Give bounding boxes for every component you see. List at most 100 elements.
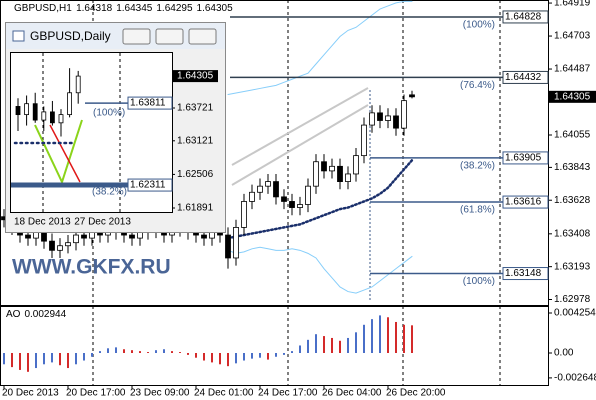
candle-body <box>401 100 407 129</box>
ao-bar <box>123 349 125 354</box>
ao-bar <box>219 353 221 365</box>
candle-body <box>329 165 335 172</box>
level-box <box>502 151 549 165</box>
inset-window: GBPUSD,Daily 1.63721 1.63121 1.62506 1.61891… <box>5 22 226 233</box>
ao-bar <box>147 352 149 354</box>
window-button[interactable] <box>188 28 217 45</box>
channel-line <box>231 87 369 166</box>
ao-bar <box>331 337 333 354</box>
ao-bar <box>179 352 181 354</box>
ao-bar <box>395 321 397 354</box>
ao-bar <box>51 353 53 363</box>
candle-body <box>58 114 64 124</box>
x-tick-label: 26 Dec 20:00 <box>386 388 446 399</box>
y-tick-label: 1.63121 <box>177 135 214 146</box>
level-box <box>127 96 173 110</box>
ao-bar <box>107 348 109 354</box>
level-text: (76.4%) <box>460 80 495 91</box>
candle-body <box>67 92 72 116</box>
y-tick-label: 0.00 <box>554 348 574 359</box>
level-price: 1.63811 <box>130 98 166 109</box>
ao-bar <box>67 353 69 369</box>
ao-bar <box>355 332 357 354</box>
level-box <box>502 10 549 24</box>
x-tick-label: 26 Dec 04:00 <box>322 388 382 399</box>
candle-body <box>305 185 311 205</box>
window-button[interactable] <box>122 28 151 45</box>
ao-bar <box>155 350 157 354</box>
x-tick-label: 20 Dec 2013 <box>2 388 59 399</box>
ao-bar <box>35 353 37 369</box>
level-text: (38.2%) <box>460 161 495 172</box>
candle-body <box>65 242 71 247</box>
ao-bar <box>115 347 117 354</box>
level-price: 1.64432 <box>505 72 542 83</box>
ao-bar <box>139 351 141 354</box>
indicator-line <box>227 0 413 96</box>
ao-bar <box>363 324 365 354</box>
y-tick-label: 1.64487 <box>554 64 591 75</box>
ao-bar <box>171 351 173 354</box>
y-tick-label: 1.64919 <box>554 0 591 9</box>
window-icon <box>12 30 25 42</box>
ao-bar <box>347 337 349 354</box>
candle-body <box>273 181 279 198</box>
ao-bar <box>283 353 285 355</box>
ao-bar <box>59 353 61 366</box>
level-price: 1.63616 <box>505 197 542 208</box>
ao-bar <box>75 353 77 365</box>
price-box <box>549 90 596 103</box>
candle-body <box>201 234 207 239</box>
level-price: 1.63148 <box>505 268 542 279</box>
candle-body <box>32 103 38 121</box>
ao-bar <box>11 353 13 368</box>
candle-body <box>265 181 271 187</box>
ao-bar <box>99 351 101 354</box>
ao-bar <box>27 353 29 372</box>
ao-bar <box>211 353 213 363</box>
ao-value: 0.002944 <box>24 309 66 320</box>
candle-body <box>281 196 287 202</box>
y-tick-label: 1.62506 <box>177 169 214 180</box>
ao-bar <box>259 353 261 358</box>
y-tick-label: 1.64703 <box>554 31 591 42</box>
candle-body <box>297 204 303 208</box>
ao-bar <box>19 353 21 370</box>
candle-body <box>377 112 383 121</box>
header: GBPUSD,H1 1.64318 1.64345 1.64295 1.64305 <box>14 3 233 14</box>
price-box <box>173 70 218 83</box>
y-tick-label: 0.004254 <box>554 308 596 319</box>
window-button[interactable] <box>155 28 184 45</box>
level-price: 1.62311 <box>130 180 166 191</box>
candle-body <box>81 234 87 239</box>
candle-body <box>345 173 351 182</box>
candle-body <box>25 234 31 239</box>
ao-bar <box>131 350 133 354</box>
candle-body <box>129 234 135 239</box>
ao-bar <box>267 353 269 360</box>
level-text: (100%) <box>463 20 495 31</box>
candle-body <box>369 112 375 126</box>
ao-bar <box>307 339 309 354</box>
ao-bar <box>315 334 317 354</box>
candle-body <box>57 245 63 251</box>
indicator-line <box>226 158 414 240</box>
candle-body <box>24 103 30 116</box>
y-tick-label: -0.002648 <box>554 373 596 384</box>
level-text: (100%) <box>93 108 125 119</box>
ao-bar <box>323 336 325 354</box>
y-tick-label: 1.63721 <box>177 103 214 114</box>
candle-body <box>41 231 47 242</box>
candle-body <box>75 75 81 94</box>
ohlc-low: 1.64295 <box>156 3 193 14</box>
ao-bar <box>3 353 5 365</box>
ao-bar <box>411 325 413 354</box>
level-price: 1.63905 <box>505 153 542 164</box>
ao-name: AO <box>6 309 21 320</box>
candle-body <box>41 111 47 121</box>
ao-bar <box>203 353 205 361</box>
y-tick-label: 1.61891 <box>177 203 214 214</box>
x-tick-label: 20 Dec 17:00 <box>66 388 126 399</box>
